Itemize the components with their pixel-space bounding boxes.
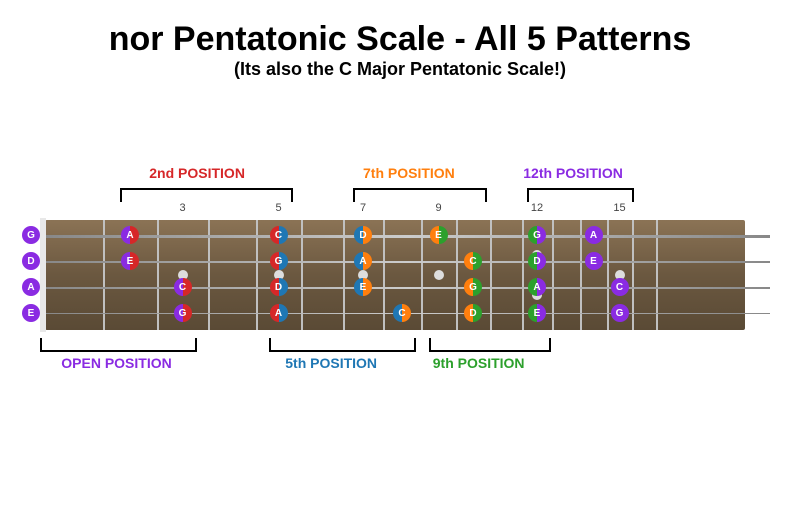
fret-number: 5 (275, 202, 281, 214)
position-bracket (353, 188, 487, 202)
position-bracket (120, 188, 293, 202)
open-note: A (22, 278, 40, 296)
note-marker: G (611, 304, 629, 322)
position-label: OPEN POSITION (61, 355, 171, 371)
position-label: 9th POSITION (433, 355, 525, 371)
note-marker: A (354, 252, 372, 270)
inlay-dot (434, 270, 444, 280)
note-marker: E (430, 226, 448, 244)
position-label: 7th POSITION (363, 165, 455, 181)
fretboard-diagram: 35791215GCEAADGCCEADDGCEEADGGCEA EADGOPE… (20, 220, 760, 330)
fret-number: 9 (435, 202, 441, 214)
note-marker: A (585, 226, 603, 244)
note-marker: D (464, 304, 482, 322)
note-marker: C (270, 226, 288, 244)
note-marker: C (464, 252, 482, 270)
position-label: 12th POSITION (523, 165, 623, 181)
note-marker: G (464, 278, 482, 296)
open-note: G (22, 226, 40, 244)
note-marker: E (121, 252, 139, 270)
position-label: 5th POSITION (285, 355, 377, 371)
note-marker: C (393, 304, 411, 322)
note-marker: G (174, 304, 192, 322)
position-bracket (40, 338, 197, 352)
note-marker: D (270, 278, 288, 296)
note-marker: A (270, 304, 288, 322)
position-bracket (527, 188, 634, 202)
nut (40, 218, 46, 332)
position-bracket (269, 338, 417, 352)
note-marker: A (528, 278, 546, 296)
fretboard: 35791215GCEAADGCCEADDGCEEADGGCEA (45, 220, 745, 330)
note-marker: E (528, 304, 546, 322)
note-marker: C (611, 278, 629, 296)
fret-number: 15 (613, 202, 625, 214)
page-subtitle: (Its also the C Major Pentatonic Scale!) (0, 59, 800, 80)
note-marker: D (528, 252, 546, 270)
fret-number: 3 (179, 202, 185, 214)
position-label: 2nd POSITION (149, 165, 245, 181)
note-marker: C (174, 278, 192, 296)
open-note: E (22, 304, 40, 322)
page-title: nor Pentatonic Scale - All 5 Patterns (0, 20, 800, 59)
string (45, 235, 770, 238)
fret-number: 12 (531, 202, 543, 214)
string (45, 261, 770, 263)
position-bracket (429, 338, 552, 352)
string (45, 287, 770, 289)
note-marker: A (121, 226, 139, 244)
open-note: D (22, 252, 40, 270)
note-marker: G (270, 252, 288, 270)
note-marker: E (585, 252, 603, 270)
note-marker: D (354, 226, 372, 244)
fret-number: 7 (360, 202, 366, 214)
note-marker: E (354, 278, 372, 296)
note-marker: G (528, 226, 546, 244)
